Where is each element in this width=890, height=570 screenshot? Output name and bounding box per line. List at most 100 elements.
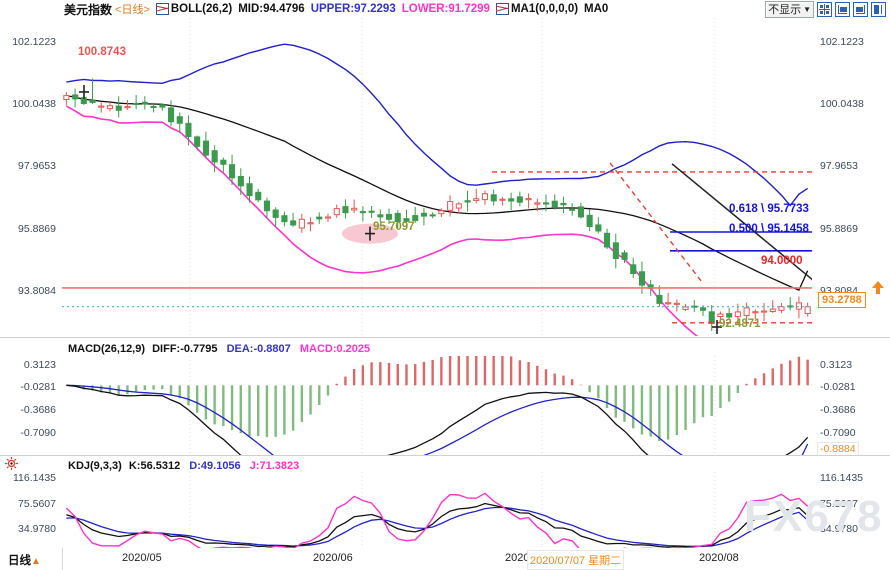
- candle: [691, 299, 698, 312]
- price-axis-label: 100.0438: [12, 98, 56, 111]
- candle: [490, 189, 497, 206]
- pane-divider: [0, 455, 890, 456]
- candle: [272, 207, 279, 228]
- trend-line: [671, 163, 812, 281]
- candle: [168, 100, 175, 126]
- macd-axis-label: -0.7090: [20, 426, 56, 439]
- candle: [359, 206, 366, 222]
- fib-618-label: 0.618 \ 95.7733: [729, 203, 809, 215]
- macd-gridlines: [189, 356, 716, 456]
- price-axis-label: 102.1223: [820, 35, 864, 48]
- candle: [202, 131, 209, 158]
- price-axis-label: 93.8084: [18, 284, 56, 297]
- kdj-axis-label: 75.5607: [18, 497, 56, 510]
- sun-icon[interactable]: [5, 457, 18, 470]
- macd-axis-label: -0.7090: [820, 426, 856, 439]
- kdj-chart-pane[interactable]: [62, 472, 812, 548]
- candle: [281, 211, 288, 227]
- crosshair-button[interactable]: [817, 2, 832, 17]
- kdj-axis-label: 34.9780: [820, 523, 858, 536]
- candle: [316, 212, 323, 224]
- candle: [761, 302, 768, 322]
- candle: [290, 212, 297, 227]
- time-tick: 2020/06: [313, 552, 353, 564]
- candle: [307, 217, 314, 232]
- candle: [141, 96, 148, 110]
- time-tick-highlight: 2020/07/07 星期二: [527, 550, 625, 570]
- indicator-icon[interactable]: [495, 3, 509, 15]
- channel-diagonal: [609, 162, 703, 283]
- pane-divider: [0, 337, 890, 338]
- boll-mid-value: MID:94.4796: [238, 3, 305, 15]
- macd-value: MACD:0.2025: [299, 343, 371, 355]
- macd-axis-label: 0.3123: [23, 358, 56, 371]
- candle: [263, 197, 270, 219]
- candle: [743, 302, 750, 324]
- timeframe-label[interactable]: 日线▲: [8, 552, 41, 568]
- candle: [159, 103, 166, 111]
- macd-histogram: [73, 356, 809, 442]
- shift-right-button[interactable]: [871, 2, 886, 17]
- candle: [717, 311, 724, 321]
- align-left-button[interactable]: [835, 2, 850, 17]
- macd-title: MACD(26,12,9): [68, 343, 146, 355]
- price-axis-label: 95.8869: [820, 222, 858, 235]
- annotation-low: 92.4871: [719, 318, 761, 330]
- time-tick: 2020/: [505, 552, 533, 564]
- candle: [412, 206, 419, 223]
- candle: [543, 194, 550, 212]
- indicator-icon[interactable]: [155, 3, 169, 15]
- price-axis-label: 97.9653: [820, 160, 858, 173]
- candle: [621, 250, 628, 263]
- candle: [455, 201, 462, 214]
- candle: [211, 145, 218, 172]
- candle: [420, 207, 427, 226]
- price-overlays: [62, 84, 812, 335]
- price-axis-label: 100.0438: [820, 98, 864, 111]
- candle: [682, 303, 689, 312]
- candle: [386, 208, 393, 225]
- candle: [429, 212, 436, 219]
- macd-chart-pane[interactable]: [62, 356, 812, 456]
- candle: [133, 94, 140, 110]
- ma-label: MA1(0,0,0,0): [510, 3, 579, 15]
- kdj-axis-label: 116.1435: [12, 472, 56, 485]
- candle: [525, 193, 532, 209]
- candle: [438, 208, 445, 218]
- price-axis-label: 102.1223: [12, 35, 56, 48]
- candle: [194, 135, 201, 151]
- macd-dea: DEA:-0.8807: [226, 343, 291, 355]
- candle: [560, 196, 567, 214]
- candle: [752, 309, 759, 320]
- candle: [342, 199, 349, 219]
- boll-mid-line: [66, 94, 809, 291]
- candle: [403, 209, 410, 229]
- candle: [377, 209, 384, 222]
- resistance-label: 94.0000: [761, 255, 803, 267]
- kdj-panel-header: KDJ(9,3,3) K:56.5312 D:49.1056 J:71.3823: [68, 460, 299, 472]
- price-chart-pane[interactable]: [62, 18, 812, 336]
- macd-axis-label: -0.3686: [20, 403, 56, 416]
- annotation-mid: 95.7097: [373, 221, 415, 233]
- candlestick-series: [63, 78, 811, 331]
- display-mode-select[interactable]: 不显示 ▼: [765, 1, 814, 18]
- triangle-up-icon: ▲: [31, 556, 41, 567]
- candle: [516, 191, 523, 207]
- candle: [220, 157, 227, 173]
- macd-chart-svg: [66, 356, 809, 456]
- align-right-button[interactable]: [853, 2, 868, 17]
- ma-value: MA0: [584, 3, 609, 15]
- chevron-down-icon: ▼: [803, 4, 811, 14]
- candle: [72, 88, 79, 108]
- candle: [508, 192, 515, 211]
- candle: [638, 261, 646, 294]
- macd-axis-label: -0.3686: [820, 403, 856, 416]
- price-axis-label: 97.9653: [18, 160, 56, 173]
- kdj-k: K:56.5312: [128, 460, 181, 472]
- candle: [787, 297, 794, 311]
- kdj-d-line: [66, 506, 809, 547]
- time-axis: 日线▲ 2020/05 2020/06 2020/ 2020/07/07 星期二…: [0, 548, 890, 570]
- kdj-j-line: [65, 492, 809, 548]
- macd-current-tag: -0.8884: [817, 442, 859, 456]
- candle: [89, 78, 96, 104]
